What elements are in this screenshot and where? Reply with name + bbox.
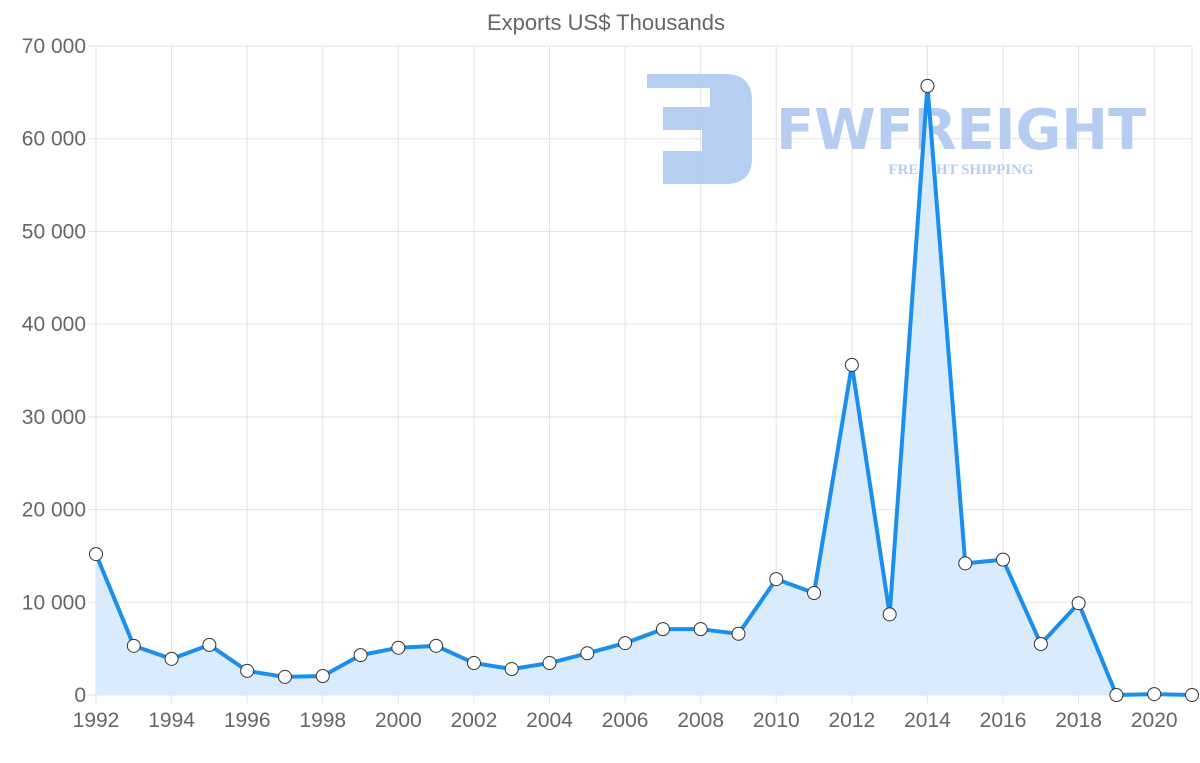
y-tick-label: 20 000: [22, 499, 86, 522]
grid: [88, 45, 1193, 703]
data-point-1997[interactable]: [277, 669, 292, 684]
data-point-2020[interactable]: [1147, 687, 1162, 702]
data-point-2015[interactable]: [958, 556, 973, 571]
data-point-2003[interactable]: [504, 662, 519, 677]
data-point-1992[interactable]: [89, 547, 103, 562]
y-tick-label: 60 000: [22, 128, 86, 151]
data-point-2019[interactable]: [1109, 688, 1124, 702]
data-point-2000[interactable]: [391, 640, 406, 655]
chart-title: Exports US$ Thousands: [487, 10, 725, 35]
fwfreight-watermark: FWFREIGHT FREIGHT SHIPPING: [647, 74, 1146, 184]
data-point-2018[interactable]: [1071, 596, 1086, 611]
fwfreight-logo-icon: [647, 74, 752, 184]
x-tick-label: 1992: [73, 709, 120, 732]
y-tick-label: 70 000: [22, 35, 86, 58]
y-tick-label: 40 000: [22, 313, 86, 336]
y-tick-label: 10 000: [22, 591, 86, 614]
data-point-2001[interactable]: [429, 638, 444, 653]
x-tick-label: 1998: [299, 709, 346, 732]
data-point-1999[interactable]: [353, 648, 368, 663]
data-point-2008[interactable]: [693, 622, 708, 637]
x-tick-label: 2000: [375, 709, 422, 732]
data-point-1998[interactable]: [315, 668, 330, 683]
x-tick-label: 1994: [148, 709, 195, 732]
y-tick-label: 30 000: [22, 406, 86, 429]
x-tick-label: 2010: [753, 709, 800, 732]
x-tick-label: 2018: [1055, 709, 1102, 732]
data-point-2017[interactable]: [1033, 637, 1048, 652]
data-point-2005[interactable]: [580, 646, 595, 661]
y-axis: 0 10 000 20 000 30 000 40 000 50 000 60 000 70 …: [22, 35, 86, 707]
x-tick-label: 2012: [829, 709, 876, 732]
data-point-1993[interactable]: [126, 638, 141, 653]
data-point-2006[interactable]: [618, 636, 633, 651]
data-point-2016[interactable]: [996, 552, 1011, 567]
y-tick-label: 0: [74, 684, 86, 707]
data-point-1994[interactable]: [164, 651, 179, 666]
data-point-2009[interactable]: [731, 626, 746, 641]
x-tick-label: 2014: [904, 709, 951, 732]
x-tick-label: 1996: [224, 709, 271, 732]
data-point-2021[interactable]: [1185, 688, 1199, 702]
x-tick-label: 2002: [451, 709, 498, 732]
x-tick-label: 2020: [1131, 709, 1178, 732]
data-point-2007[interactable]: [655, 622, 670, 637]
data-point-2014[interactable]: [920, 78, 935, 93]
data-point-1995[interactable]: [202, 637, 217, 652]
series-exports: [89, 78, 1199, 702]
watermark-tagline: FREIGHT SHIPPING: [888, 162, 1033, 178]
data-point-2004[interactable]: [542, 656, 557, 671]
x-tick-label: 2016: [980, 709, 1027, 732]
data-point-2010[interactable]: [769, 572, 784, 587]
x-tick-label: 2008: [677, 709, 724, 732]
y-tick-label: 50 000: [22, 220, 86, 243]
x-axis: 1992 1994 1996 1998 2000 2002 2004 2006 2008 2010…: [73, 709, 1178, 732]
data-point-2011[interactable]: [807, 586, 822, 601]
data-point-2002[interactable]: [466, 656, 481, 671]
data-point-2012[interactable]: [844, 357, 859, 372]
data-point-1996[interactable]: [240, 663, 255, 678]
x-tick-label: 2004: [526, 709, 573, 732]
x-tick-label: 2006: [602, 709, 649, 732]
watermark-brand: FWFREIGHT: [776, 98, 1146, 163]
data-point-2013[interactable]: [882, 607, 897, 622]
